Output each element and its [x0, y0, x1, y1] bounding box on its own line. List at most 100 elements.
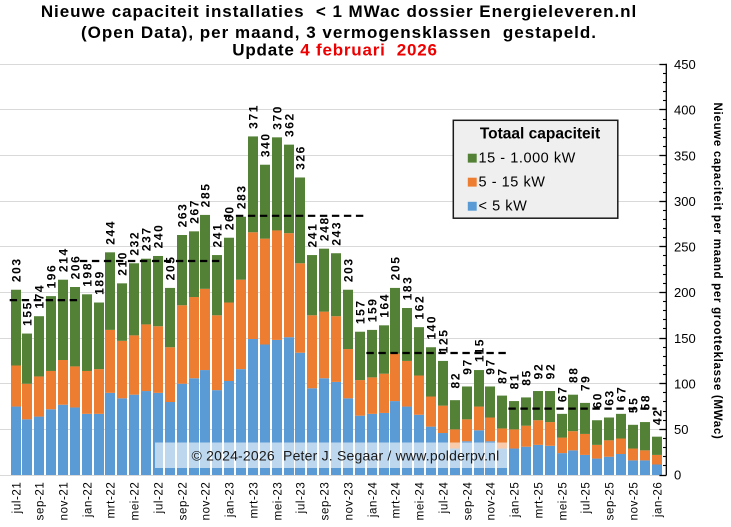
svg-text:sep-21: sep-21: [34, 482, 46, 521]
svg-text:jul-22: jul-22: [153, 482, 165, 515]
svg-text:jul-24: jul-24: [438, 482, 450, 515]
svg-text:mrt-24: mrt-24: [390, 482, 402, 519]
svg-text:< 5 kW: < 5 kW: [479, 199, 528, 215]
svg-text:55: 55: [626, 397, 640, 414]
svg-text:Update 4 februari 2026: Update 4 februari 2026: [232, 41, 438, 60]
svg-text:164: 164: [377, 293, 391, 318]
svg-text:300: 300: [674, 194, 696, 209]
svg-text:nov-24: nov-24: [485, 482, 497, 521]
svg-text:mrt-22: mrt-22: [105, 482, 117, 519]
svg-text:50: 50: [674, 422, 688, 437]
svg-text:Totaal capaciteit: Totaal capaciteit: [480, 126, 600, 143]
svg-text:283: 283: [234, 184, 248, 209]
svg-text:241: 241: [210, 223, 224, 248]
svg-text:371: 371: [246, 104, 260, 129]
svg-text:362: 362: [282, 112, 296, 137]
svg-text:sep-23: sep-23: [319, 482, 331, 521]
svg-text:155: 155: [20, 301, 34, 326]
svg-text:97: 97: [460, 358, 474, 375]
svg-text:210: 210: [115, 251, 129, 276]
svg-text:260: 260: [222, 205, 236, 230]
svg-text:sep-25: sep-25: [604, 482, 616, 521]
svg-text:mei-23: mei-23: [272, 482, 284, 521]
svg-text:248: 248: [317, 216, 331, 241]
svg-text:jul-25: jul-25: [580, 482, 592, 515]
svg-text:mrt-25: mrt-25: [533, 482, 545, 519]
svg-text:140: 140: [424, 315, 438, 340]
svg-text:nov-22: nov-22: [200, 482, 212, 521]
svg-text:67: 67: [614, 386, 628, 403]
svg-text:88: 88: [566, 366, 580, 383]
svg-text:243: 243: [329, 221, 343, 246]
svg-text:350: 350: [674, 148, 696, 163]
svg-text:241: 241: [305, 223, 319, 248]
svg-text:mrt-23: mrt-23: [248, 482, 260, 519]
svg-text:100: 100: [674, 376, 696, 391]
svg-text:60: 60: [590, 392, 604, 409]
svg-text:jan-25: jan-25: [509, 482, 521, 519]
svg-text:63: 63: [602, 389, 616, 406]
svg-text:92: 92: [543, 363, 557, 380]
svg-text:196: 196: [44, 264, 58, 289]
svg-text:450: 450: [674, 57, 696, 72]
svg-text:203: 203: [341, 257, 355, 282]
svg-text:244: 244: [103, 220, 117, 245]
svg-text:162: 162: [412, 295, 426, 320]
svg-text:232: 232: [127, 231, 141, 256]
svg-text:nov-23: nov-23: [343, 482, 355, 521]
svg-text:jan-26: jan-26: [652, 482, 664, 519]
svg-text:267: 267: [187, 199, 201, 224]
svg-text:125: 125: [436, 329, 450, 354]
svg-text:205: 205: [163, 256, 177, 281]
svg-text:214: 214: [56, 247, 70, 272]
svg-text:nov-21: nov-21: [58, 482, 70, 521]
svg-text:205: 205: [388, 256, 402, 281]
svg-text:97: 97: [483, 358, 497, 375]
svg-text:jan-22: jan-22: [82, 482, 94, 519]
svg-text:mei-25: mei-25: [557, 482, 569, 521]
svg-text:326: 326: [293, 145, 307, 170]
svg-text:240: 240: [151, 224, 165, 249]
svg-text:0: 0: [674, 468, 681, 483]
svg-text:159: 159: [365, 297, 379, 322]
svg-text:263: 263: [175, 203, 189, 228]
svg-text:198: 198: [80, 262, 94, 287]
svg-text:200: 200: [674, 285, 696, 300]
svg-text:370: 370: [270, 105, 284, 130]
svg-text:mei-22: mei-22: [129, 482, 141, 521]
svg-text:157: 157: [353, 299, 367, 324]
svg-text:340: 340: [258, 132, 272, 157]
svg-text:85: 85: [519, 369, 533, 386]
svg-text:mei-24: mei-24: [414, 482, 426, 521]
svg-text:Nieuwe capaciteit installaties: Nieuwe capaciteit installaties < 1 MWac …: [41, 2, 637, 21]
svg-text:67: 67: [555, 386, 569, 403]
svg-text:jan-23: jan-23: [224, 482, 236, 519]
svg-text:82: 82: [448, 372, 462, 389]
svg-text:87: 87: [495, 367, 509, 384]
svg-text:15 - 1.000 kW: 15 - 1.000 kW: [479, 151, 576, 167]
svg-text:79: 79: [578, 375, 592, 392]
svg-text:206: 206: [68, 255, 82, 280]
svg-text:285: 285: [198, 182, 212, 207]
svg-text:189: 189: [92, 270, 106, 295]
svg-text:237: 237: [139, 226, 153, 251]
svg-text:(Open Data), per maand, 3 verm: (Open Data), per maand, 3 vermogensklass…: [81, 23, 597, 42]
svg-text:sep-24: sep-24: [462, 482, 474, 521]
svg-text:183: 183: [400, 276, 414, 301]
svg-text:81: 81: [507, 373, 521, 390]
svg-text:© 2024-2026 Peter J. Segaar /: © 2024-2026 Peter J. Segaar / www.polder…: [192, 447, 500, 463]
svg-text:sep-22: sep-22: [177, 482, 189, 521]
svg-text:5 - 15 kW: 5 - 15 kW: [479, 175, 546, 191]
svg-text:203: 203: [9, 257, 23, 282]
svg-text:174: 174: [32, 284, 46, 309]
svg-text:42: 42: [650, 408, 664, 425]
svg-text:jan-24: jan-24: [367, 482, 379, 519]
svg-text:250: 250: [674, 240, 696, 255]
svg-text:150: 150: [674, 331, 696, 346]
svg-text:92: 92: [531, 363, 545, 380]
svg-text:Nieuwe capaciteit per maand pe: Nieuwe capaciteit per maand per groottek…: [711, 103, 723, 440]
svg-text:115: 115: [472, 338, 486, 362]
svg-text:nov-25: nov-25: [628, 482, 640, 521]
svg-text:400: 400: [674, 103, 696, 118]
svg-text:jul-21: jul-21: [11, 482, 23, 515]
